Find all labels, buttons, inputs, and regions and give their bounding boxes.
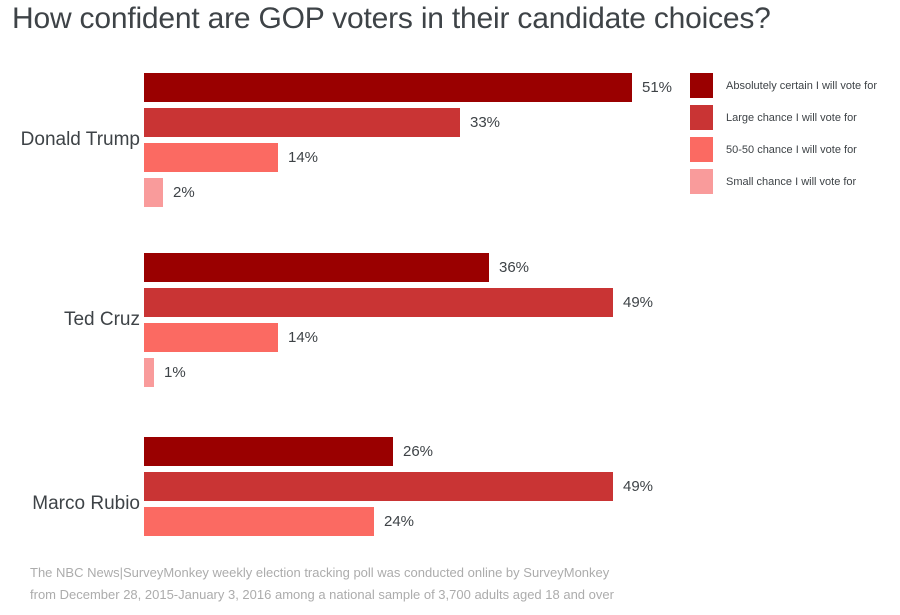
legend-item: Absolutely certain I will vote for xyxy=(690,73,877,98)
chart-title: How confident are GOP voters in their ca… xyxy=(12,2,771,35)
bar-row: 24% xyxy=(144,507,900,536)
bar-row: 49% xyxy=(144,288,900,317)
candidate-label: Ted Cruz xyxy=(63,309,140,330)
legend-swatch-icon xyxy=(690,73,713,98)
bar-segment xyxy=(144,108,460,137)
bar-row: 51% xyxy=(144,73,900,102)
legend-swatch-icon xyxy=(690,105,713,130)
bar-segment xyxy=(144,507,374,536)
legend-item: Small chance I will vote for xyxy=(690,169,877,194)
bar-row: 2% xyxy=(144,178,900,207)
legend-swatch-icon xyxy=(690,169,713,194)
bar-row: 14% xyxy=(144,323,900,352)
legend-swatch-icon xyxy=(690,137,713,162)
legend-item: Large chance I will vote for xyxy=(690,105,877,130)
bar-group: 51% 33% 14% 2% xyxy=(144,73,900,207)
bar-value-label: 26% xyxy=(403,443,434,460)
legend-label: Small chance I will vote for xyxy=(726,175,857,188)
bar-group: 36% 49% 14% 1% xyxy=(144,253,900,387)
candidate-label: Marco Rubio xyxy=(32,493,140,514)
bar-value-label: 33% xyxy=(470,114,501,131)
bar-value-label: 36% xyxy=(499,259,530,276)
legend-item: 50-50 chance I will vote for xyxy=(690,137,877,162)
candidate-group: Ted Cruz 36% 49% 14% 1% xyxy=(0,253,900,387)
bar-value-label: 24% xyxy=(384,513,415,530)
bar-segment xyxy=(144,288,613,317)
bar-segment xyxy=(144,143,278,172)
bar-segment xyxy=(144,73,632,102)
bar-segment xyxy=(144,323,278,352)
candidate-group: Donald Trump 51% 33% 14% 2% xyxy=(0,73,900,207)
bar-value-label: 51% xyxy=(642,79,673,96)
bar-value-label: 2% xyxy=(173,184,195,201)
legend-label: Large chance I will vote for xyxy=(726,111,857,124)
bar-value-label: 49% xyxy=(623,478,654,495)
bar-segment xyxy=(144,437,393,466)
source-note-line1: The NBC News|SurveyMonkey weekly electio… xyxy=(30,565,610,580)
candidate-group: Marco Rubio 26% 49% 24% xyxy=(0,437,900,536)
bar-group: 26% 49% 24% xyxy=(144,437,900,536)
bar-row: 26% xyxy=(144,437,900,466)
candidate-label: Donald Trump xyxy=(20,129,140,150)
legend-label: Absolutely certain I will vote for xyxy=(726,79,878,92)
bar-value-label: 49% xyxy=(623,294,654,311)
bar-value-label: 14% xyxy=(288,149,319,166)
bar-value-label: 14% xyxy=(288,329,319,346)
bar-segment xyxy=(144,472,613,501)
bar-segment xyxy=(144,253,489,282)
source-note-line2: from December 28, 2015-January 3, 2016 a… xyxy=(30,587,614,602)
bar-row: 33% xyxy=(144,108,900,137)
bar-row: 49% xyxy=(144,472,900,501)
bar-row: 36% xyxy=(144,253,900,282)
legend-label: 50-50 chance I will vote for xyxy=(726,143,857,156)
source-note: The NBC News|SurveyMonkey weekly electio… xyxy=(30,562,614,606)
chart-legend: Absolutely certain I will vote for Large … xyxy=(690,73,877,201)
bar-segment xyxy=(144,358,154,387)
bar-value-label: 1% xyxy=(164,364,186,381)
bar-segment xyxy=(144,178,163,207)
bar-row: 14% xyxy=(144,143,900,172)
bar-row: 1% xyxy=(144,358,900,387)
